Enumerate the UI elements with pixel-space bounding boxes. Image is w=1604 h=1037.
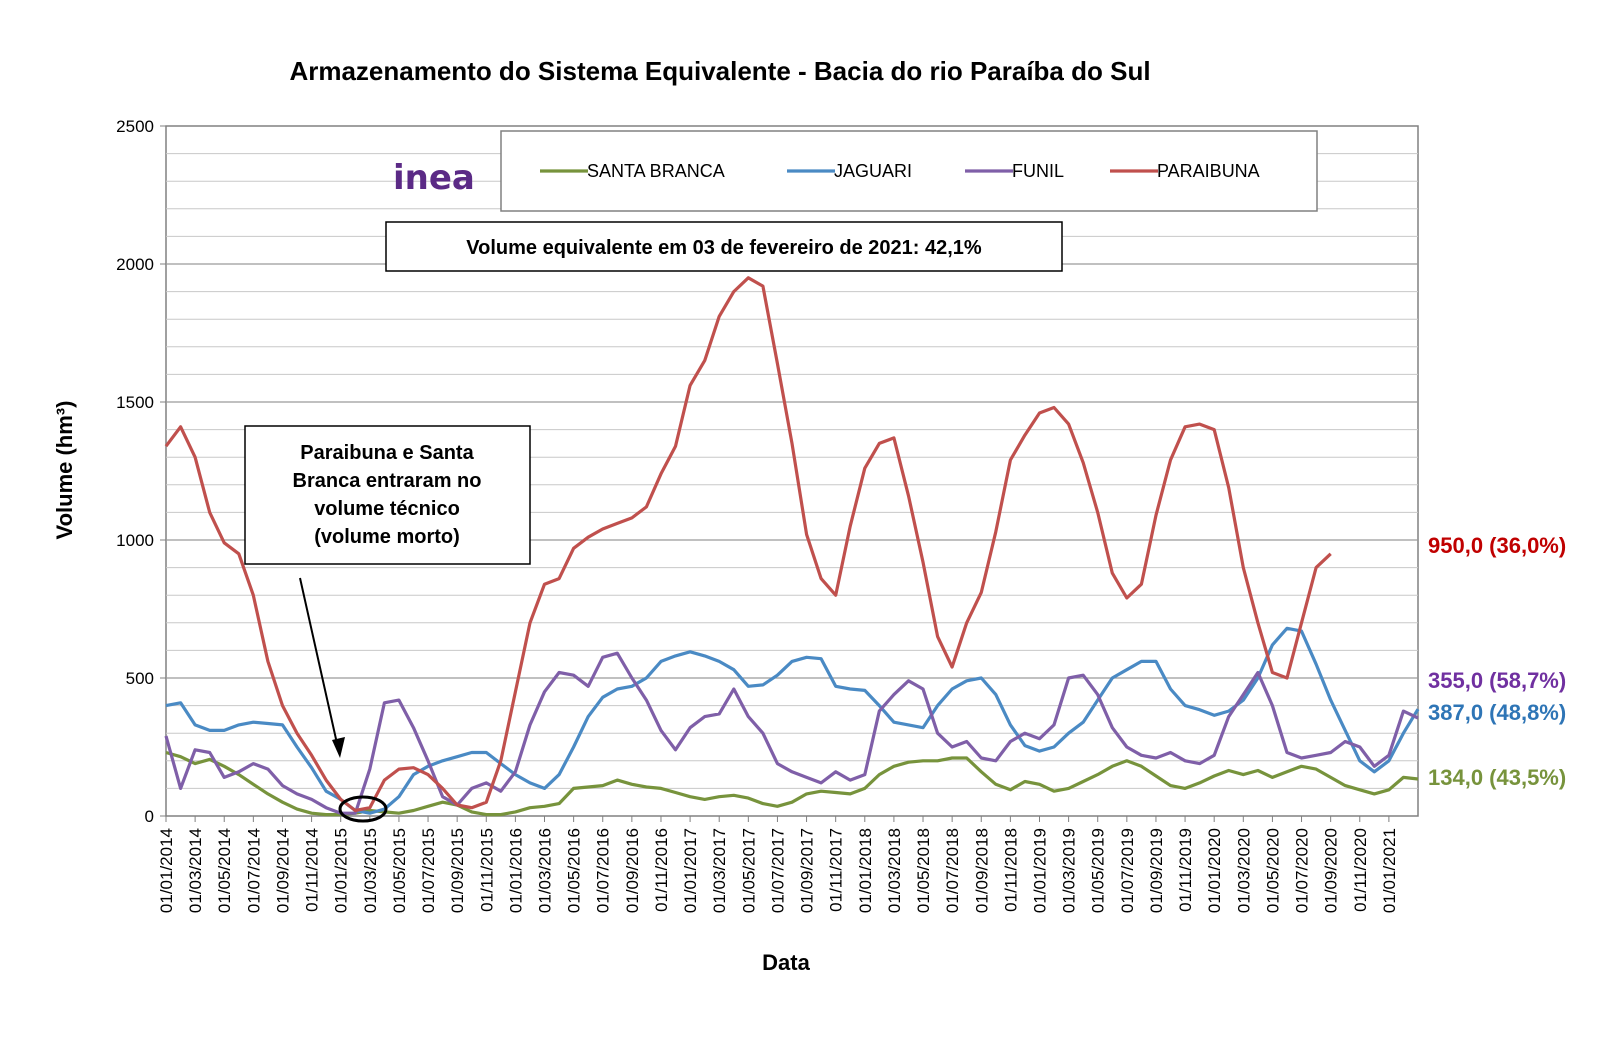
x-tick-label: 01/11/2014 xyxy=(303,828,322,912)
x-tick-label: 01/07/2019 xyxy=(1118,828,1137,913)
x-tick-label: 01/09/2014 xyxy=(273,828,292,913)
x-tick-label: 01/11/2016 xyxy=(652,828,671,912)
end-label-santa-branca: 134,0 (43,5%) xyxy=(1428,765,1566,790)
x-tick-label: 01/11/2015 xyxy=(477,828,496,912)
end-labels: 134,0 (43,5%) 387,0 (48,8%) 355,0 (58,7%) 9… xyxy=(1428,533,1566,790)
x-tick-label: 01/05/2014 xyxy=(215,828,234,913)
x-axis-label: Data xyxy=(762,950,810,975)
series-line-funil xyxy=(164,651,1419,815)
x-tick-label: 01/01/2019 xyxy=(1030,828,1049,913)
x-tick-label: 01/05/2019 xyxy=(1089,828,1108,913)
y-tick-label: 500 xyxy=(126,669,154,688)
end-label-jaguari: 387,0 (48,8%) xyxy=(1428,700,1566,725)
x-tick-label: 01/09/2017 xyxy=(798,828,817,913)
x-tick-label: 01/07/2015 xyxy=(419,828,438,913)
legend: inea SANTA BRANCA JAGUARI FUNIL PARAIBUNA xyxy=(393,130,1318,212)
x-tick-label: 01/05/2015 xyxy=(390,828,409,913)
x-tick-label: 01/03/2016 xyxy=(536,828,555,913)
x-tick-label: 01/09/2016 xyxy=(623,828,642,913)
end-label-funil: 355,0 (58,7%) xyxy=(1428,668,1566,693)
volume-annotation-text: Volume equivalente em 03 de fevereiro de… xyxy=(466,237,982,259)
y-tick-label: 1000 xyxy=(116,531,154,550)
x-tick-label: 01/11/2017 xyxy=(827,828,846,912)
y-tick-label: 2500 xyxy=(116,117,154,136)
series-lines xyxy=(164,276,1420,817)
x-tick-label: 01/11/2019 xyxy=(1176,828,1195,912)
x-axis-ticks: 01/01/2014 01/03/2014 01/05/2014 01/07/2014… xyxy=(157,816,1399,913)
y-tick-label: 2000 xyxy=(116,255,154,274)
dead-volume-note-box xyxy=(244,425,531,565)
x-tick-label: 01/03/2018 xyxy=(885,828,904,913)
x-tick-label: 01/03/2017 xyxy=(710,828,729,913)
dead-volume-note-line-4: (volume morto) xyxy=(314,526,460,548)
y-axis-label: Volume (hm³) xyxy=(52,401,77,540)
x-tick-label: 01/05/2020 xyxy=(1263,828,1282,913)
note-arrow xyxy=(299,577,339,749)
x-tick-label: 01/11/2020 xyxy=(1351,828,1370,912)
x-tick-label: 01/01/2016 xyxy=(506,828,525,913)
x-tick-label: 01/09/2015 xyxy=(448,828,467,913)
x-tick-label: 01/07/2018 xyxy=(943,828,962,913)
legend-label: SANTA BRANCA xyxy=(587,161,725,181)
x-tick-label: 01/11/2018 xyxy=(1001,828,1020,912)
y-tick-label: 1500 xyxy=(116,393,154,412)
note-arrow-head xyxy=(332,737,345,758)
x-tick-label: 01/01/2018 xyxy=(856,828,875,913)
x-tick-label: 01/03/2020 xyxy=(1234,828,1253,913)
dead-volume-note: Paraibuna e Santa Branca entraram no vol… xyxy=(244,425,531,823)
x-tick-label: 01/09/2018 xyxy=(972,828,991,913)
volume-annotation-box xyxy=(385,221,1063,272)
x-tick-label: 01/09/2020 xyxy=(1322,828,1341,913)
dead-volume-highlight-ellipse xyxy=(338,795,388,823)
x-tick-label: 01/01/2015 xyxy=(332,828,351,913)
y-tick-label: 0 xyxy=(145,807,154,826)
x-tick-label: 01/03/2019 xyxy=(1060,828,1079,913)
end-label-paraibuna: 950,0 (36,0%) xyxy=(1428,533,1566,558)
legend-box xyxy=(500,130,1318,212)
x-tick-label: 01/01/2014 xyxy=(157,828,176,913)
series-line-paraibuna xyxy=(164,276,1332,813)
dead-volume-note-line-3: volume técnico xyxy=(314,498,460,520)
volume-annotation: Volume equivalente em 03 de fevereiro de… xyxy=(385,221,1063,272)
x-tick-label: 01/07/2014 xyxy=(244,828,263,913)
dead-volume-note-line-1: Paraibuna e Santa xyxy=(300,442,474,464)
x-tick-label: 01/07/2016 xyxy=(594,828,613,913)
x-tick-label: 01/05/2016 xyxy=(565,828,584,913)
series-line-jaguari xyxy=(165,626,1420,815)
x-tick-label: 01/07/2017 xyxy=(768,828,787,913)
x-tick-label: 01/09/2019 xyxy=(1147,828,1166,913)
legend-label: PARAIBUNA xyxy=(1157,161,1260,181)
x-tick-label: 01/05/2018 xyxy=(914,828,933,913)
x-tick-label: 01/07/2020 xyxy=(1293,828,1312,913)
x-tick-label: 01/01/2020 xyxy=(1205,828,1224,913)
inea-logo: inea xyxy=(393,158,475,198)
legend-label: FUNIL xyxy=(1012,161,1064,181)
legend-label: JAGUARI xyxy=(834,161,912,181)
dead-volume-note-line-2: Branca entraram no xyxy=(293,470,482,492)
x-tick-label: 01/05/2017 xyxy=(739,828,758,913)
chart-title: Armazenamento do Sistema Equivalente - B… xyxy=(289,56,1150,86)
x-tick-label: 01/03/2015 xyxy=(361,828,380,913)
x-tick-label: 01/01/2021 xyxy=(1380,828,1399,913)
y-axis-ticks: 0 500 1000 1500 2000 2500 xyxy=(116,117,166,826)
x-tick-label: 01/01/2017 xyxy=(681,828,700,913)
x-tick-label: 01/03/2014 xyxy=(186,828,205,913)
